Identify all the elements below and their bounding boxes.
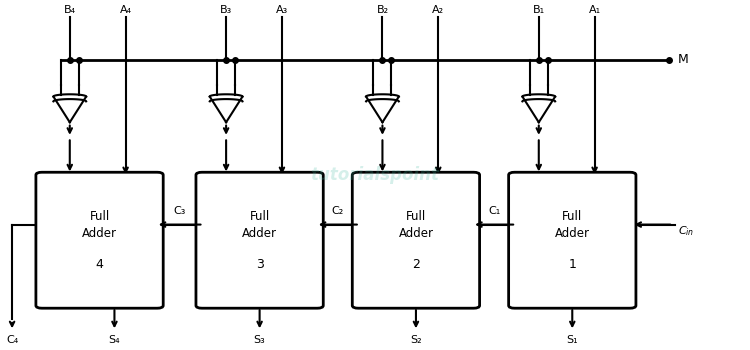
- FancyBboxPatch shape: [196, 172, 323, 308]
- Text: B₁: B₁: [532, 5, 544, 15]
- Text: Full: Full: [562, 210, 583, 223]
- Text: Full: Full: [406, 210, 426, 223]
- Text: C₄: C₄: [6, 335, 18, 345]
- Text: S₄: S₄: [109, 335, 120, 345]
- Text: C₂: C₂: [332, 206, 344, 216]
- Text: M: M: [678, 54, 688, 66]
- FancyBboxPatch shape: [36, 172, 164, 308]
- Text: Adder: Adder: [398, 227, 433, 240]
- Text: tutorialspoint: tutorialspoint: [310, 166, 440, 184]
- Text: Adder: Adder: [82, 227, 117, 240]
- FancyBboxPatch shape: [509, 172, 636, 308]
- Text: 2: 2: [412, 258, 420, 271]
- Text: Full: Full: [250, 210, 270, 223]
- Text: S₃: S₃: [254, 335, 266, 345]
- Text: S₂: S₂: [410, 335, 422, 345]
- Text: B₄: B₄: [64, 5, 76, 15]
- Text: $C_{in}$: $C_{in}$: [678, 225, 694, 238]
- Text: S₁: S₁: [566, 335, 578, 345]
- Text: A₂: A₂: [432, 5, 444, 15]
- Text: C₁: C₁: [488, 206, 500, 216]
- Text: C₃: C₃: [173, 206, 186, 216]
- Text: Adder: Adder: [242, 227, 277, 240]
- Text: 1: 1: [568, 258, 576, 271]
- Text: 4: 4: [95, 258, 104, 271]
- Text: A₃: A₃: [276, 5, 288, 15]
- Text: Adder: Adder: [555, 227, 590, 240]
- Text: 3: 3: [256, 258, 263, 271]
- Text: B₂: B₂: [376, 5, 388, 15]
- FancyBboxPatch shape: [352, 172, 479, 308]
- Text: A₄: A₄: [119, 5, 132, 15]
- Text: A₁: A₁: [589, 5, 601, 15]
- Text: B₃: B₃: [220, 5, 232, 15]
- Text: Full: Full: [89, 210, 110, 223]
